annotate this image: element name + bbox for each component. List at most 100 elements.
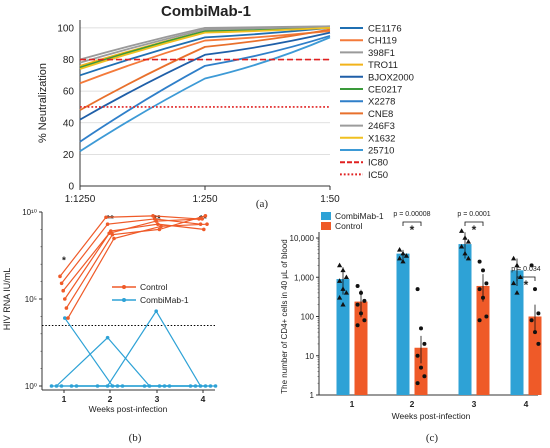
panel-a-legend-label: CNE8: [368, 109, 393, 120]
panel-c-significance-bracket: [402, 221, 422, 226]
panel-c-bar: [396, 253, 410, 395]
panel-b-data-point: [59, 281, 64, 286]
panel-b-data-point: [120, 384, 125, 388]
panel-b-y-tick-label: 10⁰: [25, 382, 37, 391]
panel-b-data-point: [203, 214, 208, 218]
panel-c-data-point: [337, 262, 343, 268]
panel-c-data-point: [340, 301, 346, 307]
panel-b-subject-line: [64, 317, 206, 387]
panel-b-data-point: [159, 224, 163, 229]
panel-b-subject-line: [62, 218, 203, 292]
panel-b-data-point: [63, 316, 67, 320]
panel-c-bar: [336, 279, 350, 395]
panel-b-data-point: [104, 215, 108, 220]
panel-c-data-point: [536, 311, 541, 316]
panel-a-x-tick-label: 1:50: [320, 194, 340, 205]
panel-c-y-tick-label: 1: [310, 391, 315, 400]
panel-c-data-point: [536, 341, 541, 346]
panel-c-p-value: p = 0.00008: [393, 211, 430, 218]
panel-b-legend-label: CombiMab-1: [140, 295, 189, 305]
panel-a-legend-label: BJOX2000: [368, 72, 414, 83]
panel-b-data-point: [200, 217, 204, 221]
panel-b-legend-label: Control: [140, 282, 168, 292]
panel-a-series-line: [79, 27, 331, 77]
panel-a-legend-label: CE1176: [368, 24, 402, 35]
panel-b-x-tick-label: 3: [155, 394, 160, 404]
panel-b-data-point: [69, 384, 74, 388]
panel-c-data-point: [415, 287, 420, 292]
panel-c-data-point: [422, 374, 427, 379]
panel-c-legend-swatch: [321, 222, 331, 230]
panel-a-y-tick-label: 0: [68, 182, 74, 193]
panel-b-data-point: [154, 309, 158, 313]
panel-b-legend-marker: [122, 298, 126, 302]
panel-c-data-point: [477, 287, 482, 292]
panel-c-data-point: [337, 294, 343, 300]
panel-b-data-point: [66, 316, 70, 320]
panel-c-data-point: [355, 302, 360, 307]
panel-c-significance-mark: *: [524, 278, 529, 292]
panel-c-y-tick-label: 100: [301, 313, 315, 322]
panel-a-legend-label: IC50: [368, 170, 388, 181]
panel-c-x-tick-label: 1: [350, 399, 355, 409]
panel-c-data-point: [415, 353, 420, 358]
panel-c-x-axis-label: Weeks post-infection: [392, 411, 471, 421]
panel-a-legend-label: CH119: [368, 36, 397, 47]
panel-c-data-point: [477, 259, 482, 264]
panel-b-data-point: [205, 222, 209, 226]
panel-c-data-point: [462, 235, 468, 240]
panel-b-data-point: [105, 335, 110, 340]
panel-a-y-tick-label: 40: [63, 118, 75, 129]
panel-c-data-point: [403, 253, 409, 258]
panel-c-data-point: [355, 283, 360, 288]
panel-c-data-point: [362, 298, 367, 303]
panel-c-data-point: [400, 250, 406, 256]
panel-c-data-point: [419, 365, 423, 370]
panel-c-y-axis-label: The number of CD4+ cells in 40 μL of blo…: [280, 239, 289, 393]
panel-b-data-point: [154, 219, 158, 223]
panel-c-data-point: [397, 247, 403, 252]
panel-c-bar: [476, 285, 490, 395]
panel-c-y-tick-label: 1,000: [294, 273, 315, 282]
panel-b-data-point: [151, 214, 155, 218]
panel-b-data-point: [54, 384, 59, 388]
panel-c-data-point: [459, 228, 465, 233]
panel-b-data-point: [202, 227, 206, 232]
panel-c-data-point: [514, 262, 520, 268]
panel-b-x-tick-label: 2: [108, 394, 113, 404]
panel-b-significance-mark: **: [106, 214, 114, 225]
panel-c-data-point: [337, 278, 343, 283]
panel-b-y-axis-label: HIV RNA IU/mL: [2, 268, 12, 331]
panel-b-label: (b): [129, 432, 142, 444]
panel-b-data-point: [110, 232, 115, 237]
panel-b-data-point: [156, 222, 160, 226]
panel-b-x-axis-label: Weeks post-infection: [89, 404, 168, 414]
panel-a-series-line: [79, 27, 331, 70]
panel-a-series-line: [79, 34, 331, 143]
panel-a-legend-label: X2278: [368, 97, 395, 108]
panel-a-label: (a): [256, 198, 269, 210]
panel-c-data-point: [533, 287, 537, 292]
panel-a-series-line: [79, 36, 331, 152]
panel-b-data-point: [112, 236, 116, 241]
panel-b-data-point: [109, 229, 113, 233]
panel-b-x-tick-label: 1: [62, 394, 67, 404]
panel-c-legend-swatch: [321, 212, 331, 220]
panel-a-legend-label: X1632: [368, 133, 395, 144]
panel-c-data-point: [533, 330, 537, 335]
panel-b-data-point: [61, 288, 65, 293]
panel-b-subject-line: [56, 336, 196, 387]
panel-c-data-point: [477, 318, 482, 323]
panel-b-data-point: [59, 384, 64, 388]
panel-c-legend-label: Control: [335, 221, 363, 231]
panel-c-x-tick-label: 3: [472, 399, 477, 409]
panel-b-data-point: [167, 384, 172, 388]
panel-c-p-value: p = 0.0001: [457, 211, 490, 218]
panel-a-legend-label: 25710: [368, 146, 394, 157]
panel-c-data-point: [362, 318, 367, 323]
panel-b-subject-line: [67, 223, 208, 319]
panel-a-neutralization-chart: CombiMab-1 0 20 40 60 80 100 1:1250 1:250 1:50 % N…: [37, 3, 414, 205]
panel-a-legend-label: CE0217: [368, 85, 402, 96]
panel-c-data-point: [484, 314, 489, 319]
panel-c-data-point: [462, 250, 468, 256]
